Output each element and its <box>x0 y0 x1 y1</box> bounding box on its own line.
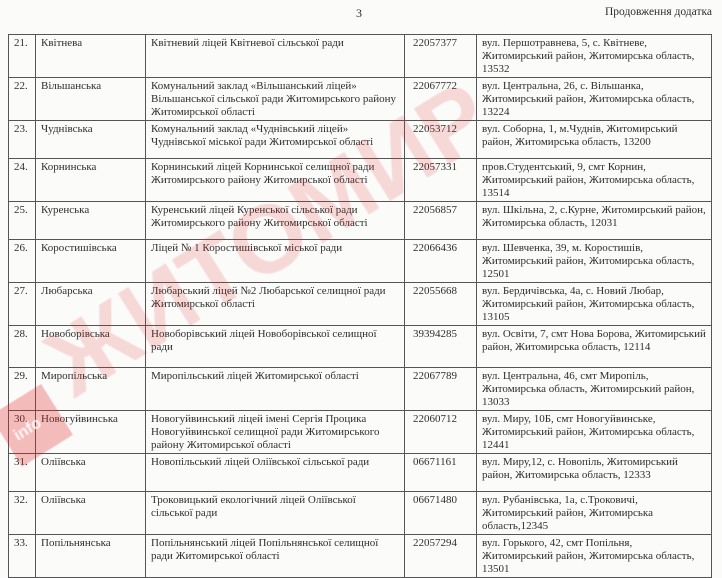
row-number-cell: 26. <box>8 239 36 283</box>
community-name-cell: Чуднівська <box>35 120 146 159</box>
address-cell: пров.Студентський, 9, смт Корнин, Житоми… <box>476 158 712 202</box>
address-cell: вул. Бердичівська, 4а, с. Новий Любар, Ж… <box>476 282 712 326</box>
address-cell: вул. Миру, 10Б, смт Новогуйвинське, Жито… <box>476 410 712 454</box>
row-number-cell: 25. <box>8 201 36 240</box>
community-name-cell: Попільнянська <box>35 534 146 578</box>
edrpou-code-cell: 22067789 <box>404 367 477 411</box>
table-row: 32. Оліївська Троковицький екологічний ліц… <box>8 491 712 535</box>
row-number-cell: 29. <box>8 367 36 411</box>
community-name-cell: Коростишівська <box>35 239 146 283</box>
row-number-cell: 31. <box>8 453 36 492</box>
table-row: 22. Вільшанська Комунальний заклад «Вільша… <box>8 77 712 121</box>
address-cell: вул. Освіти, 7, смт Нова Борова, Житомир… <box>476 325 712 368</box>
row-number-cell: 21. <box>8 34 36 78</box>
school-name-cell: Куренський ліцей Куренської сільської ра… <box>145 201 405 240</box>
edrpou-code-cell: 22067772 <box>404 77 477 121</box>
school-name-cell: Троковицький екологічний ліцей Оліївсько… <box>145 491 405 535</box>
community-name-cell: Оліївська <box>35 453 146 492</box>
school-name-cell: Новоборівський ліцей Новоборівської сели… <box>145 325 405 368</box>
community-name-cell: Новоборівська <box>35 325 146 368</box>
row-number-cell: 23. <box>8 120 36 159</box>
address-cell: вул. Горького, 42, смт Попільня, Житомир… <box>476 534 712 578</box>
table-row: 33. Попільнянська Попільнянський ліцей Поп… <box>8 534 712 578</box>
community-name-cell: Новогуйвинська <box>35 410 146 454</box>
table-row: 24. Корнинська Корнинський ліцей Корнинськ… <box>8 158 712 202</box>
school-name-cell: Новопільський ліцей Оліївської сільської… <box>145 453 405 492</box>
appendix-continuation-label: Продовження додатка <box>604 6 712 18</box>
community-name-cell: Корнинська <box>35 158 146 202</box>
edrpou-code-cell: 22053712 <box>404 120 477 159</box>
edrpou-code-cell: 22057377 <box>404 34 477 78</box>
community-name-cell: Куренська <box>35 201 146 240</box>
edrpou-code-cell: 06671480 <box>404 491 477 535</box>
school-name-cell: Комунальний заклад «Чуднівський ліцей» Ч… <box>145 120 405 159</box>
schools-table: 21. Квітнева Квітневий ліцей Квітневої сіл… <box>8 34 712 578</box>
school-name-cell: Новогуйвинський ліцей імені Сергія Проци… <box>145 410 405 454</box>
school-name-cell: Миропільський ліцей Житомирської області <box>145 367 405 411</box>
community-name-cell: Вільшанська <box>35 77 146 121</box>
address-cell: вул. Рубанівська, 1а, с.Троковичі, Житом… <box>476 491 712 535</box>
school-name-cell: Корнинський ліцей Корнинської селищної р… <box>145 158 405 202</box>
table-row: 23. Чуднівська Комунальний заклад «Чуднівс… <box>8 120 712 159</box>
table-row: 27. Любарська Любарський ліцей №2 Любарськ… <box>8 282 712 326</box>
table-row: 31. Оліївська Новопільський ліцей Оліївськ… <box>8 453 712 492</box>
edrpou-code-cell: 22057331 <box>404 158 477 202</box>
row-number-cell: 30. <box>8 410 36 454</box>
school-name-cell: Комунальний заклад «Вільшанський ліцей» … <box>145 77 405 121</box>
row-number-cell: 32. <box>8 491 36 535</box>
address-cell: вул. Першотравнева, 5, с. Квітневе, Жито… <box>476 34 712 78</box>
community-name-cell: Квітнева <box>35 34 146 78</box>
table-row: 29. Миропільська Миропільський ліцей Житом… <box>8 367 712 411</box>
address-cell: вул. Соборна, 1, м.Чуднів, Житомирський … <box>476 120 712 159</box>
address-cell: вул. Шевченка, 39, м. Коростишів, Житоми… <box>476 239 712 283</box>
row-number-cell: 24. <box>8 158 36 202</box>
table-row: 26. Коростишівська Ліцей № 1 Коростишівськ… <box>8 239 712 283</box>
address-cell: вул. Миру,12, с. Новопіль, Житомирський … <box>476 453 712 492</box>
address-cell: вул. Центральна, 26, с. Вільшанка, Житом… <box>476 77 712 121</box>
row-number-cell: 28. <box>8 325 36 368</box>
address-cell: вул. Центральна, 46, смт Миропіль, Житом… <box>476 367 712 411</box>
edrpou-code-cell: 39394285 <box>404 325 477 368</box>
table-row: 21. Квітнева Квітневий ліцей Квітневої сіл… <box>8 34 712 78</box>
edrpou-code-cell: 22055668 <box>404 282 477 326</box>
table-row: 28. Новоборівська Новоборівський ліцей Нов… <box>8 325 712 368</box>
school-name-cell: Попільнянський ліцей Попільнянської сели… <box>145 534 405 578</box>
community-name-cell: Оліївська <box>35 491 146 535</box>
edrpou-code-cell: 22057294 <box>404 534 477 578</box>
school-name-cell: Любарський ліцей №2 Любарської селищної … <box>145 282 405 326</box>
school-name-cell: Ліцей № 1 Коростишівської міської ради <box>145 239 405 283</box>
table-row: 30. Новогуйвинська Новогуйвинський ліцей і… <box>8 410 712 454</box>
row-number-cell: 33. <box>8 534 36 578</box>
edrpou-code-cell: 22060712 <box>404 410 477 454</box>
community-name-cell: Миропільська <box>35 367 146 411</box>
row-number-cell: 22. <box>8 77 36 121</box>
row-number-cell: 27. <box>8 282 36 326</box>
edrpou-code-cell: 22066436 <box>404 239 477 283</box>
edrpou-code-cell: 06671161 <box>404 453 477 492</box>
edrpou-code-cell: 22056857 <box>404 201 477 240</box>
table-row: 25. Куренська Куренський ліцей Куренської … <box>8 201 712 240</box>
page-number: 3 <box>356 6 362 20</box>
school-name-cell: Квітневий ліцей Квітневої сільської ради <box>145 34 405 78</box>
community-name-cell: Любарська <box>35 282 146 326</box>
address-cell: вул. Шкільна, 2, с.Курне, Житомирський р… <box>476 201 712 240</box>
